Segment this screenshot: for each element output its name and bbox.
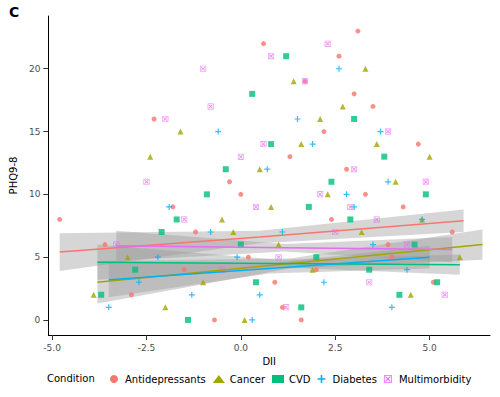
- svg-text:5.0: 5.0: [422, 343, 437, 353]
- svg-text:0.0: 0.0: [234, 343, 249, 353]
- svg-text:Diabetes: Diabetes: [333, 374, 377, 385]
- svg-text:Antidepressants: Antidepressants: [125, 374, 206, 385]
- svg-text:10: 10: [29, 189, 41, 199]
- svg-text:0: 0: [35, 315, 41, 325]
- svg-text:-5.0: -5.0: [43, 343, 61, 353]
- svg-text:Cancer: Cancer: [230, 374, 266, 385]
- svg-text:15: 15: [29, 127, 40, 137]
- svg-text:PHQ9-8: PHQ9-8: [8, 157, 19, 195]
- svg-text:C: C: [9, 4, 19, 20]
- svg-text:2.5: 2.5: [328, 343, 342, 353]
- svg-text:Multimorbidity: Multimorbidity: [399, 374, 472, 385]
- svg-text:5: 5: [35, 252, 41, 262]
- svg-text:Condition: Condition: [47, 373, 95, 384]
- svg-text:DII: DII: [262, 356, 276, 367]
- svg-text:20: 20: [29, 64, 41, 74]
- svg-text:CVD: CVD: [289, 374, 311, 385]
- svg-text:-2.5: -2.5: [138, 343, 156, 353]
